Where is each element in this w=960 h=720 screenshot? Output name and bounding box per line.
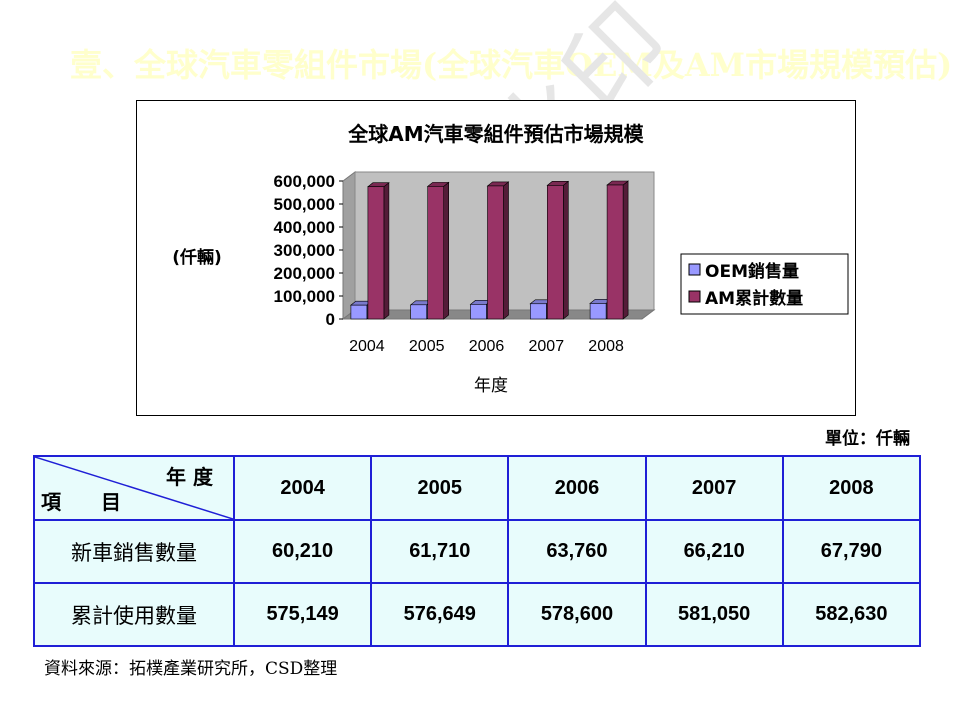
table-cell: 66,210	[644, 519, 784, 584]
y-tick-label: 200,000	[274, 264, 335, 283]
table-row: 新車銷售數量 60,210 61,710 63,760 66,210 67,79…	[33, 519, 922, 584]
table-cell: 578,600	[507, 582, 647, 647]
chart-title: 全球AM汽車零組件預估市場規模	[347, 122, 644, 146]
data-table: 年 度 項 目 2004 2005 2006 2007 2008 新車銷售數量 …	[33, 455, 922, 647]
oem-bar	[529, 303, 547, 320]
bar-side	[562, 180, 569, 320]
legend-label: AM累計數量	[705, 288, 803, 309]
year-header: 2007	[644, 455, 784, 521]
corner-diagonal	[35, 457, 233, 519]
legend-swatch	[688, 263, 701, 276]
year-header: 2004	[232, 455, 373, 521]
chart-frame: 全球AM汽車零組件預估市場規模 0 100,000 200,000 300,000 400…	[136, 100, 856, 416]
bar-side	[383, 182, 390, 320]
bar-side	[503, 181, 509, 320]
y-tick-label: 400,000	[274, 218, 335, 237]
table-cell: 576,649	[370, 582, 510, 647]
bar-side	[622, 180, 629, 320]
x-tick-label: 2004	[349, 338, 385, 355]
x-tick-label: 2005	[409, 338, 445, 355]
oem-bar	[589, 303, 607, 320]
am-bar	[546, 185, 564, 320]
y-tick-label: 100,000	[274, 287, 335, 306]
source-note: 資料來源：拓樸產業研究所，CSD整理	[44, 659, 338, 679]
x-tick-label: 2008	[588, 338, 624, 355]
table-cell: 67,790	[781, 519, 922, 584]
table-cell: 63,760	[507, 519, 647, 584]
am-bar	[427, 186, 445, 320]
x-tick-label: 2007	[529, 338, 565, 355]
table-header-row: 年 度 項 目 2004 2005 2006 2007 2008	[33, 455, 922, 521]
am-bar	[487, 185, 504, 320]
corner-top-label: 年 度	[166, 465, 213, 489]
row-label: 新車銷售數量	[33, 519, 235, 584]
table-cell: 581,050	[644, 582, 784, 647]
x-axis-label: 年度	[474, 376, 508, 396]
x-tick-label: 2006	[469, 338, 505, 355]
table-cell: 60,210	[232, 519, 373, 584]
corner-cell: 年 度 項 目	[33, 455, 235, 521]
table-row: 累計使用數量 575,149 576,649 578,600 581,050 5…	[33, 582, 922, 647]
legend-label: OEM銷售量	[705, 261, 799, 282]
table-cell: 575,149	[232, 582, 373, 647]
side-wall	[342, 171, 356, 320]
y-tick-label: 300,000	[274, 241, 335, 260]
year-header: 2005	[370, 455, 510, 521]
oem-bar	[470, 304, 487, 320]
legend-swatch	[688, 290, 701, 303]
bar-side	[443, 181, 450, 320]
corner-bottom-label: 項 目	[41, 490, 121, 514]
bar-chart: 全球AM汽車零組件預估市場規模 0 100,000 200,000 300,000 400…	[172, 122, 849, 396]
legend-box	[680, 253, 849, 315]
table-cell: 61,710	[370, 519, 510, 584]
slide-title: 壹、全球汽車零組件市場(全球汽車OEM及AM市場規模預估)	[70, 46, 953, 84]
y-tick-label: 500,000	[274, 195, 335, 214]
unit-note: 單位：仟輛	[825, 429, 910, 449]
oem-bar	[410, 304, 428, 320]
y-axis-label: (仟輛)	[172, 247, 222, 268]
table-cell: 582,630	[781, 582, 922, 647]
y-tick-label: 600,000	[274, 172, 335, 191]
y-tick-label: 0	[326, 310, 335, 329]
year-header: 2008	[781, 455, 922, 521]
year-header: 2006	[507, 455, 647, 521]
oem-bar	[350, 304, 368, 320]
am-bar	[367, 186, 385, 320]
am-bar	[606, 184, 624, 320]
row-label: 累計使用數量	[33, 582, 235, 647]
